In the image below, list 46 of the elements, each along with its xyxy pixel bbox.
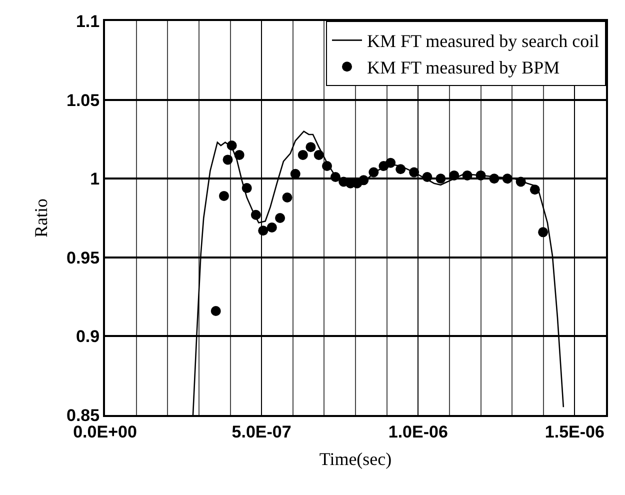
y-tick-label: 1 bbox=[90, 170, 100, 189]
point bbox=[476, 170, 486, 180]
point bbox=[226, 140, 237, 150]
y-tick-label: 0.9 bbox=[76, 327, 100, 346]
x-tick-label: 1.0E-06 bbox=[388, 422, 448, 442]
point bbox=[275, 213, 286, 223]
point bbox=[409, 167, 420, 178]
point bbox=[422, 172, 432, 182]
point bbox=[234, 150, 244, 160]
y-tick-label: 1.05 bbox=[66, 90, 100, 110]
y-tick-label: 0.95 bbox=[66, 248, 100, 268]
point bbox=[489, 174, 500, 184]
point bbox=[290, 168, 300, 179]
point bbox=[530, 184, 540, 195]
legend-label: KM FT measured by search coil bbox=[367, 31, 600, 52]
y-tick-label: 0.85 bbox=[66, 406, 100, 425]
point bbox=[516, 176, 526, 187]
point bbox=[298, 150, 308, 160]
point bbox=[250, 210, 261, 220]
point bbox=[306, 142, 316, 152]
point bbox=[368, 167, 379, 178]
x-axis-title: Time(sec) bbox=[319, 449, 392, 469]
x-tick-label: 1.5E-06 bbox=[544, 422, 604, 442]
point bbox=[462, 170, 472, 180]
point bbox=[282, 192, 292, 203]
point bbox=[502, 174, 512, 184]
point bbox=[330, 172, 340, 182]
x-tick-label: 5.0E-07 bbox=[232, 422, 292, 442]
point bbox=[258, 226, 268, 236]
point bbox=[396, 164, 406, 174]
point bbox=[314, 150, 324, 160]
point bbox=[358, 175, 369, 186]
point bbox=[322, 160, 332, 171]
legend-label: KM FT measured by BPM bbox=[367, 58, 560, 78]
point bbox=[449, 170, 460, 180]
point bbox=[210, 306, 221, 316]
y-tick-label: 1.1 bbox=[76, 12, 100, 31]
y-axis-title: Ratio bbox=[31, 198, 52, 238]
point bbox=[266, 222, 277, 232]
point bbox=[538, 227, 548, 238]
point bbox=[386, 158, 396, 168]
point bbox=[242, 183, 252, 194]
x-tick-label: 0.0E+00 bbox=[73, 422, 137, 442]
point bbox=[222, 154, 233, 165]
point bbox=[218, 190, 229, 201]
point bbox=[436, 174, 446, 184]
